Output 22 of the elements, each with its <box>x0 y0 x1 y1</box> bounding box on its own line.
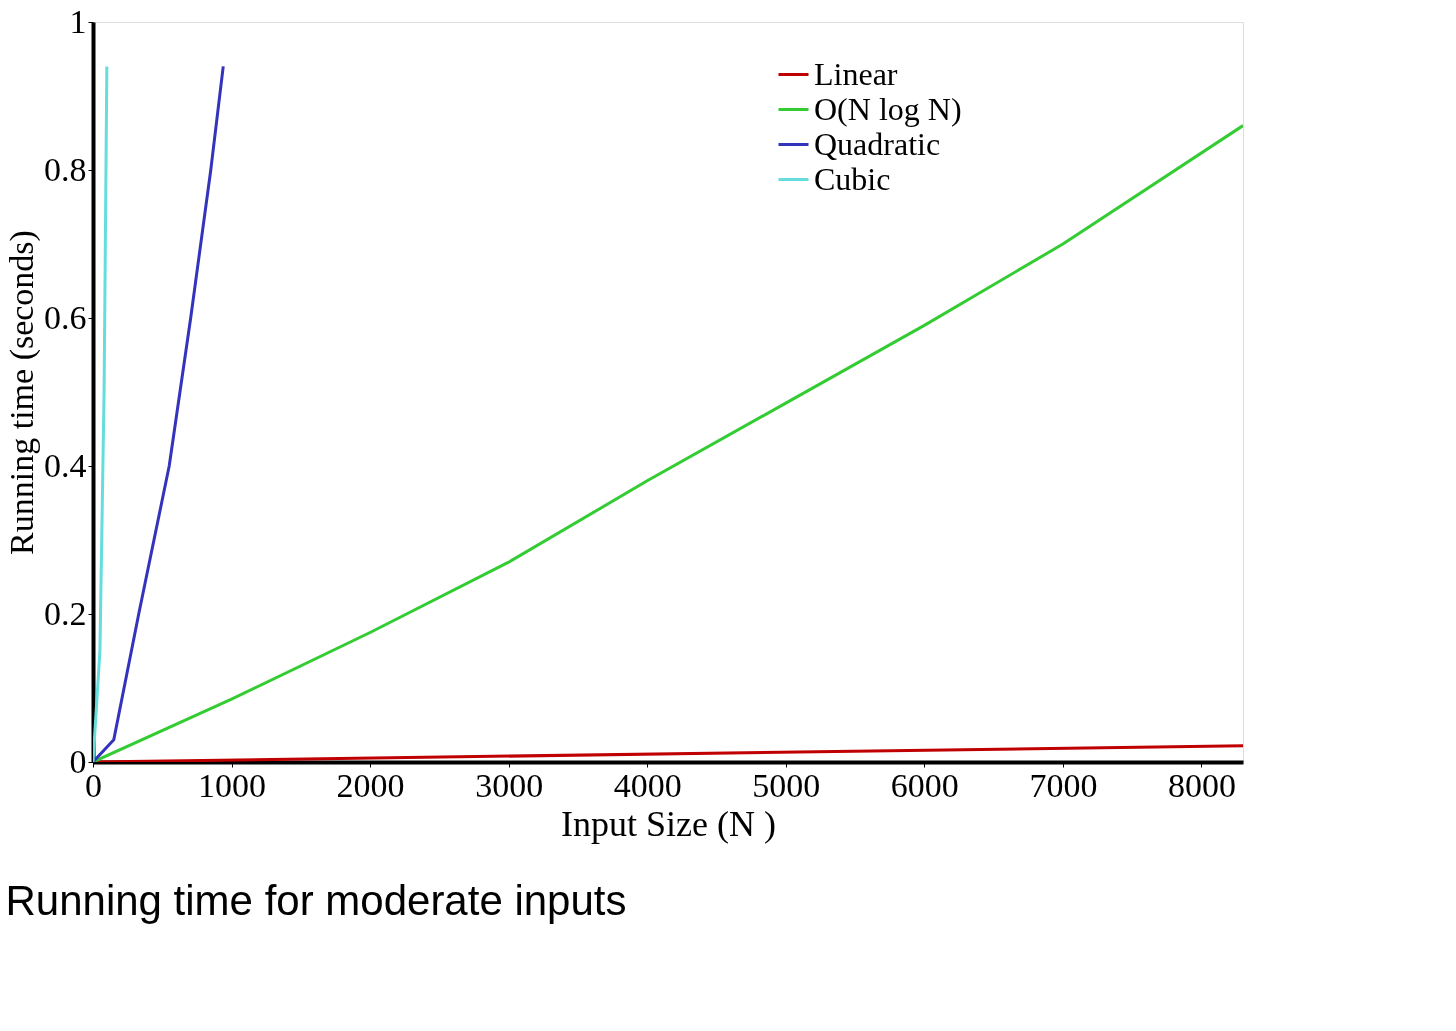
y-tick-label: 0.6 <box>44 298 87 336</box>
text: Running time for moderate inputs <box>5 877 627 924</box>
x-axis-title: Input Size (N ) <box>561 803 776 844</box>
y-axis-title: Running time (seconds) <box>3 230 41 555</box>
x-tick-label: 7000 <box>1029 766 1098 804</box>
y-tick-label: 1 <box>69 2 87 40</box>
legend-label: Linear <box>814 55 898 92</box>
line-series <box>93 64 225 762</box>
line-series <box>93 64 109 762</box>
x-tick-label: 4000 <box>613 766 682 804</box>
y-tick-label: 0.8 <box>44 150 87 188</box>
legend-label: O(N log N) <box>814 90 962 127</box>
y-tick-label: 0.4 <box>44 446 87 484</box>
x-tick-label: 1000 <box>198 766 267 804</box>
y-tick-label: 0.2 <box>44 594 87 632</box>
y-tick-label: 0 <box>69 742 87 780</box>
legend-label: Cubic <box>814 160 891 197</box>
x-tick-label: 6000 <box>890 766 959 804</box>
x-tick-label: 2000 <box>336 766 405 804</box>
x-tick-label: 8000 <box>1167 766 1236 804</box>
x-tick-label: 5000 <box>752 766 821 804</box>
x-tick-label: 3000 <box>475 766 544 804</box>
